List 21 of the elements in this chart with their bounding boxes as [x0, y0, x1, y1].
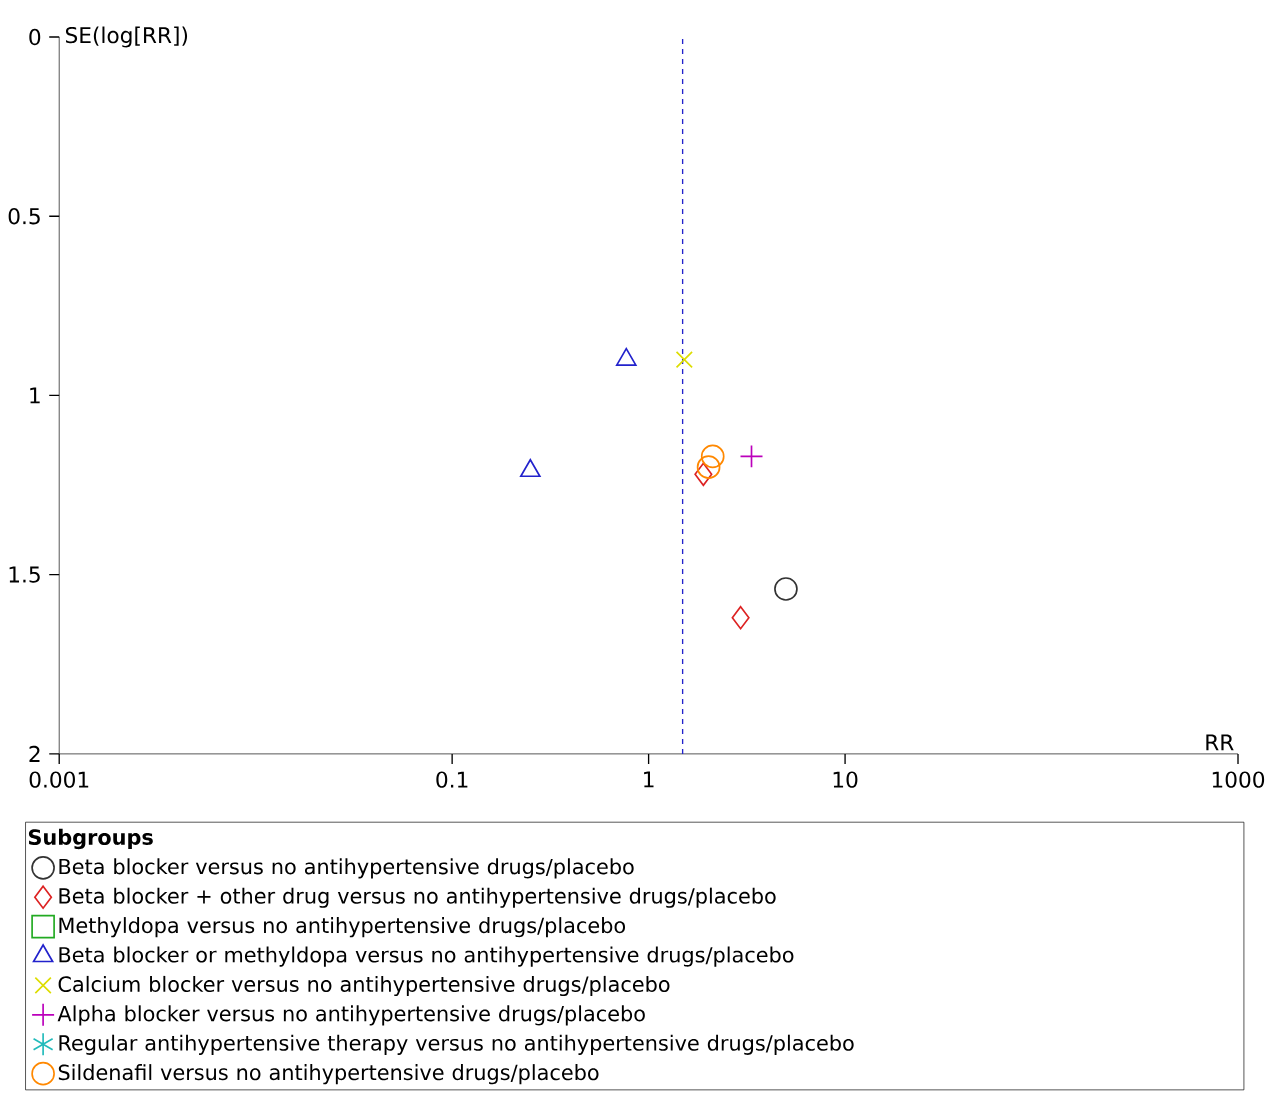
x-tick-label: 0.001 [29, 771, 89, 788]
legend-title: Subgroups [28, 828, 153, 850]
legend-label: Beta blocker or methyldopa versus no antihypertensive drugs/placebo [59, 946, 794, 967]
y-tick-label: 1.5 [9, 566, 40, 583]
x-tick-label: 1 [644, 771, 654, 788]
legend-label: Alpha blocker versus no antihypertensive drugs/placebo [57, 1005, 645, 1026]
x-tick-label: 10 [833, 771, 858, 788]
legend-label: Beta blocker versus no antihypertensive drugs/placebo [59, 858, 634, 879]
y-tick-label: 2 [29, 745, 40, 763]
y-tick-label: 0 [29, 28, 41, 46]
x-axis-title: RR [1206, 734, 1234, 751]
legend-label: Sildenafil versus no antihypertensive drugs/placebo [58, 1064, 599, 1085]
x-tick-label: 0.1 [436, 771, 468, 788]
legend-label: Calcium blocker versus no antihypertensive drugs/placebo [58, 975, 670, 997]
y-axis-title: SE(log[RR]) [65, 26, 188, 48]
y-tick-label: 0.5 [8, 208, 40, 225]
legend-label: Regular antihypertensive therapy versus no antihypertensive drugs/placebo [59, 1034, 854, 1055]
legend-label: Methyldopa versus no antihypertensive drugs/placebo [59, 917, 626, 938]
y-tick-label: 1 [30, 387, 40, 404]
x-tick-label: 1000 [1212, 771, 1265, 788]
legend-label: Beta blocker + other drug versus no antihypertensive drugs/placebo [59, 887, 776, 908]
